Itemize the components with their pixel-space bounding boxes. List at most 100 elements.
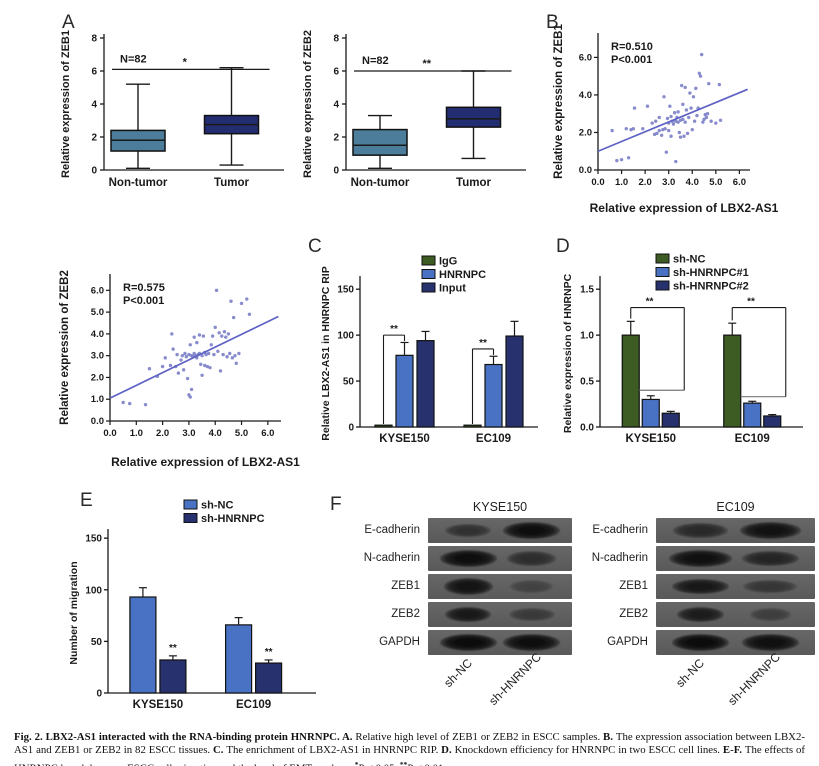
- svg-text:0: 0: [333, 166, 339, 177]
- svg-text:0: 0: [91, 166, 97, 177]
- panel-label-f: F: [330, 494, 342, 515]
- svg-text:2: 2: [333, 133, 339, 144]
- blot-row: N-cadherin: [570, 546, 815, 571]
- blot-strip: [428, 574, 572, 599]
- caption-segment: **: [399, 759, 408, 766]
- svg-text:KYSE150: KYSE150: [133, 699, 184, 711]
- blot-row: ZEB1: [570, 574, 815, 599]
- blot-row: GAPDH: [570, 630, 815, 655]
- caption-segment: Fig. 2.: [14, 730, 46, 743]
- svg-text:P<0.001: P<0.001: [123, 295, 164, 307]
- blot-row: E-cadherin: [342, 518, 572, 543]
- western-blot-kyse150: KYSE150 E-cadherin N-cadherin ZEB1 ZEB2 GAPDH…: [342, 500, 572, 716]
- scatter-zeb2-lbx2as1: 0.0 1.0 2.0 3.0 4.0 5.0 6.0 0.0 1.0 2.0 3.0 4.0 5.0 6…: [59, 270, 300, 469]
- panel-label-a: A: [62, 12, 75, 33]
- protein-label: ZEB2: [619, 608, 648, 620]
- lane-label: sh-NC: [673, 656, 708, 691]
- protein-band: [676, 606, 725, 623]
- protein-label: E-cadherin: [592, 524, 648, 536]
- protein-label: GAPDH: [607, 636, 648, 648]
- protein-band: [671, 634, 730, 651]
- svg-text:1.0: 1.0: [130, 428, 143, 439]
- caption-segment: P < 0.05,: [359, 762, 400, 766]
- svg-text:150: 150: [85, 534, 102, 545]
- lane-label: sh-NC: [441, 656, 475, 691]
- svg-text:**: **: [390, 324, 398, 335]
- protein-band: [749, 608, 792, 621]
- svg-text:2: 2: [91, 133, 97, 144]
- svg-text:Number of migration: Number of migration: [68, 561, 80, 664]
- svg-text:2.0: 2.0: [91, 372, 104, 383]
- svg-text:0.5: 0.5: [580, 377, 594, 388]
- protein-label: N-cadherin: [591, 552, 648, 564]
- blot-strip: [656, 630, 815, 655]
- svg-text:5.0: 5.0: [235, 428, 248, 439]
- protein-band: [740, 522, 801, 539]
- caption-segment: C.: [212, 744, 227, 757]
- caption-segment: *: [354, 759, 359, 766]
- blot-lane-labels: sh-NC sh-HNRNPC: [570, 650, 815, 716]
- svg-text:6.0: 6.0: [733, 177, 746, 188]
- svg-text:6: 6: [333, 67, 339, 78]
- protein-band: [668, 550, 733, 567]
- caption-segment: D.: [441, 744, 455, 757]
- svg-text:Input: Input: [439, 283, 466, 295]
- blot-row: GAPDH: [342, 630, 572, 655]
- svg-text:Relative expression of LBX2-AS: Relative expression of LBX2-AS1: [590, 201, 779, 215]
- svg-text:EC109: EC109: [735, 433, 770, 445]
- protein-band: [439, 550, 498, 567]
- panel-label-c: C: [308, 236, 322, 257]
- svg-text:4.0: 4.0: [209, 428, 222, 439]
- svg-text:EC109: EC109: [476, 433, 511, 445]
- svg-text:0.0: 0.0: [579, 165, 592, 176]
- svg-text:100: 100: [337, 331, 354, 342]
- blot-cellline-title: EC109: [716, 500, 755, 514]
- protein-label: GAPDH: [379, 636, 420, 648]
- caption-segment: P < 0.01.: [407, 762, 446, 766]
- svg-text:150: 150: [337, 285, 354, 296]
- blot-row: ZEB1: [342, 574, 572, 599]
- protein-band: [671, 578, 730, 595]
- blot-cellline-title: KYSE150: [472, 500, 528, 514]
- svg-text:sh-NC: sh-NC: [673, 254, 705, 266]
- svg-text:sh-HNRNPC: sh-HNRNPC: [201, 513, 265, 525]
- svg-text:P<0.001: P<0.001: [611, 54, 652, 66]
- svg-text:N=82: N=82: [362, 55, 389, 67]
- svg-text:0.0: 0.0: [591, 177, 604, 188]
- svg-text:50: 50: [91, 637, 103, 648]
- caption-segment: The expression association between LBX2-…: [14, 730, 805, 757]
- svg-text:Tumor: Tumor: [456, 177, 491, 189]
- svg-text:0: 0: [96, 689, 102, 700]
- caption-segment: The enrichment of LBX2-AS1 in HNRNPC RIP…: [226, 744, 442, 757]
- svg-text:2.0: 2.0: [156, 428, 169, 439]
- svg-text:IgG: IgG: [439, 256, 457, 268]
- caption-segment: Knockdown efficiency for HNRNPC in two E…: [454, 744, 723, 757]
- panel-label-d: D: [556, 236, 570, 257]
- svg-text:0: 0: [348, 423, 354, 434]
- svg-text:4.0: 4.0: [686, 177, 699, 188]
- barchart-migration: 0 50 100 150 Number of migration KYSE150 EC109…: [68, 499, 316, 711]
- svg-text:**: **: [646, 297, 654, 308]
- svg-text:4.0: 4.0: [579, 90, 592, 101]
- svg-text:0.0: 0.0: [103, 428, 116, 439]
- svg-text:1.5: 1.5: [580, 285, 594, 296]
- svg-text:5.0: 5.0: [709, 177, 722, 188]
- blot-lane-labels: sh-NC sh-HNRNPC: [342, 650, 572, 716]
- protein-label: E-cadherin: [364, 524, 420, 536]
- svg-text:8: 8: [333, 34, 339, 45]
- caption-segment: E-F.: [722, 744, 745, 757]
- svg-text:sh-NC: sh-NC: [201, 500, 233, 512]
- blot-strip: [656, 574, 815, 599]
- svg-text:KYSE150: KYSE150: [379, 433, 430, 445]
- figure-caption: Fig. 2. LBX2-AS1 interacted with the RNA…: [14, 731, 805, 766]
- protein-band: [508, 607, 555, 622]
- svg-text:6: 6: [91, 67, 97, 78]
- svg-text:Relative expression of ZEB1: Relative expression of ZEB1: [60, 30, 72, 178]
- svg-text:2.0: 2.0: [579, 127, 592, 138]
- protein-label: ZEB2: [391, 608, 420, 620]
- barchart-rip-enrichment: 0 50 100 150 Relative LBX2-AS1 in HNRNPC RIP…: [320, 255, 538, 445]
- lane-label: sh-HNRNPC: [486, 650, 545, 709]
- protein-band: [445, 606, 492, 623]
- svg-text:5.0: 5.0: [91, 307, 104, 318]
- svg-text:**: **: [422, 58, 431, 70]
